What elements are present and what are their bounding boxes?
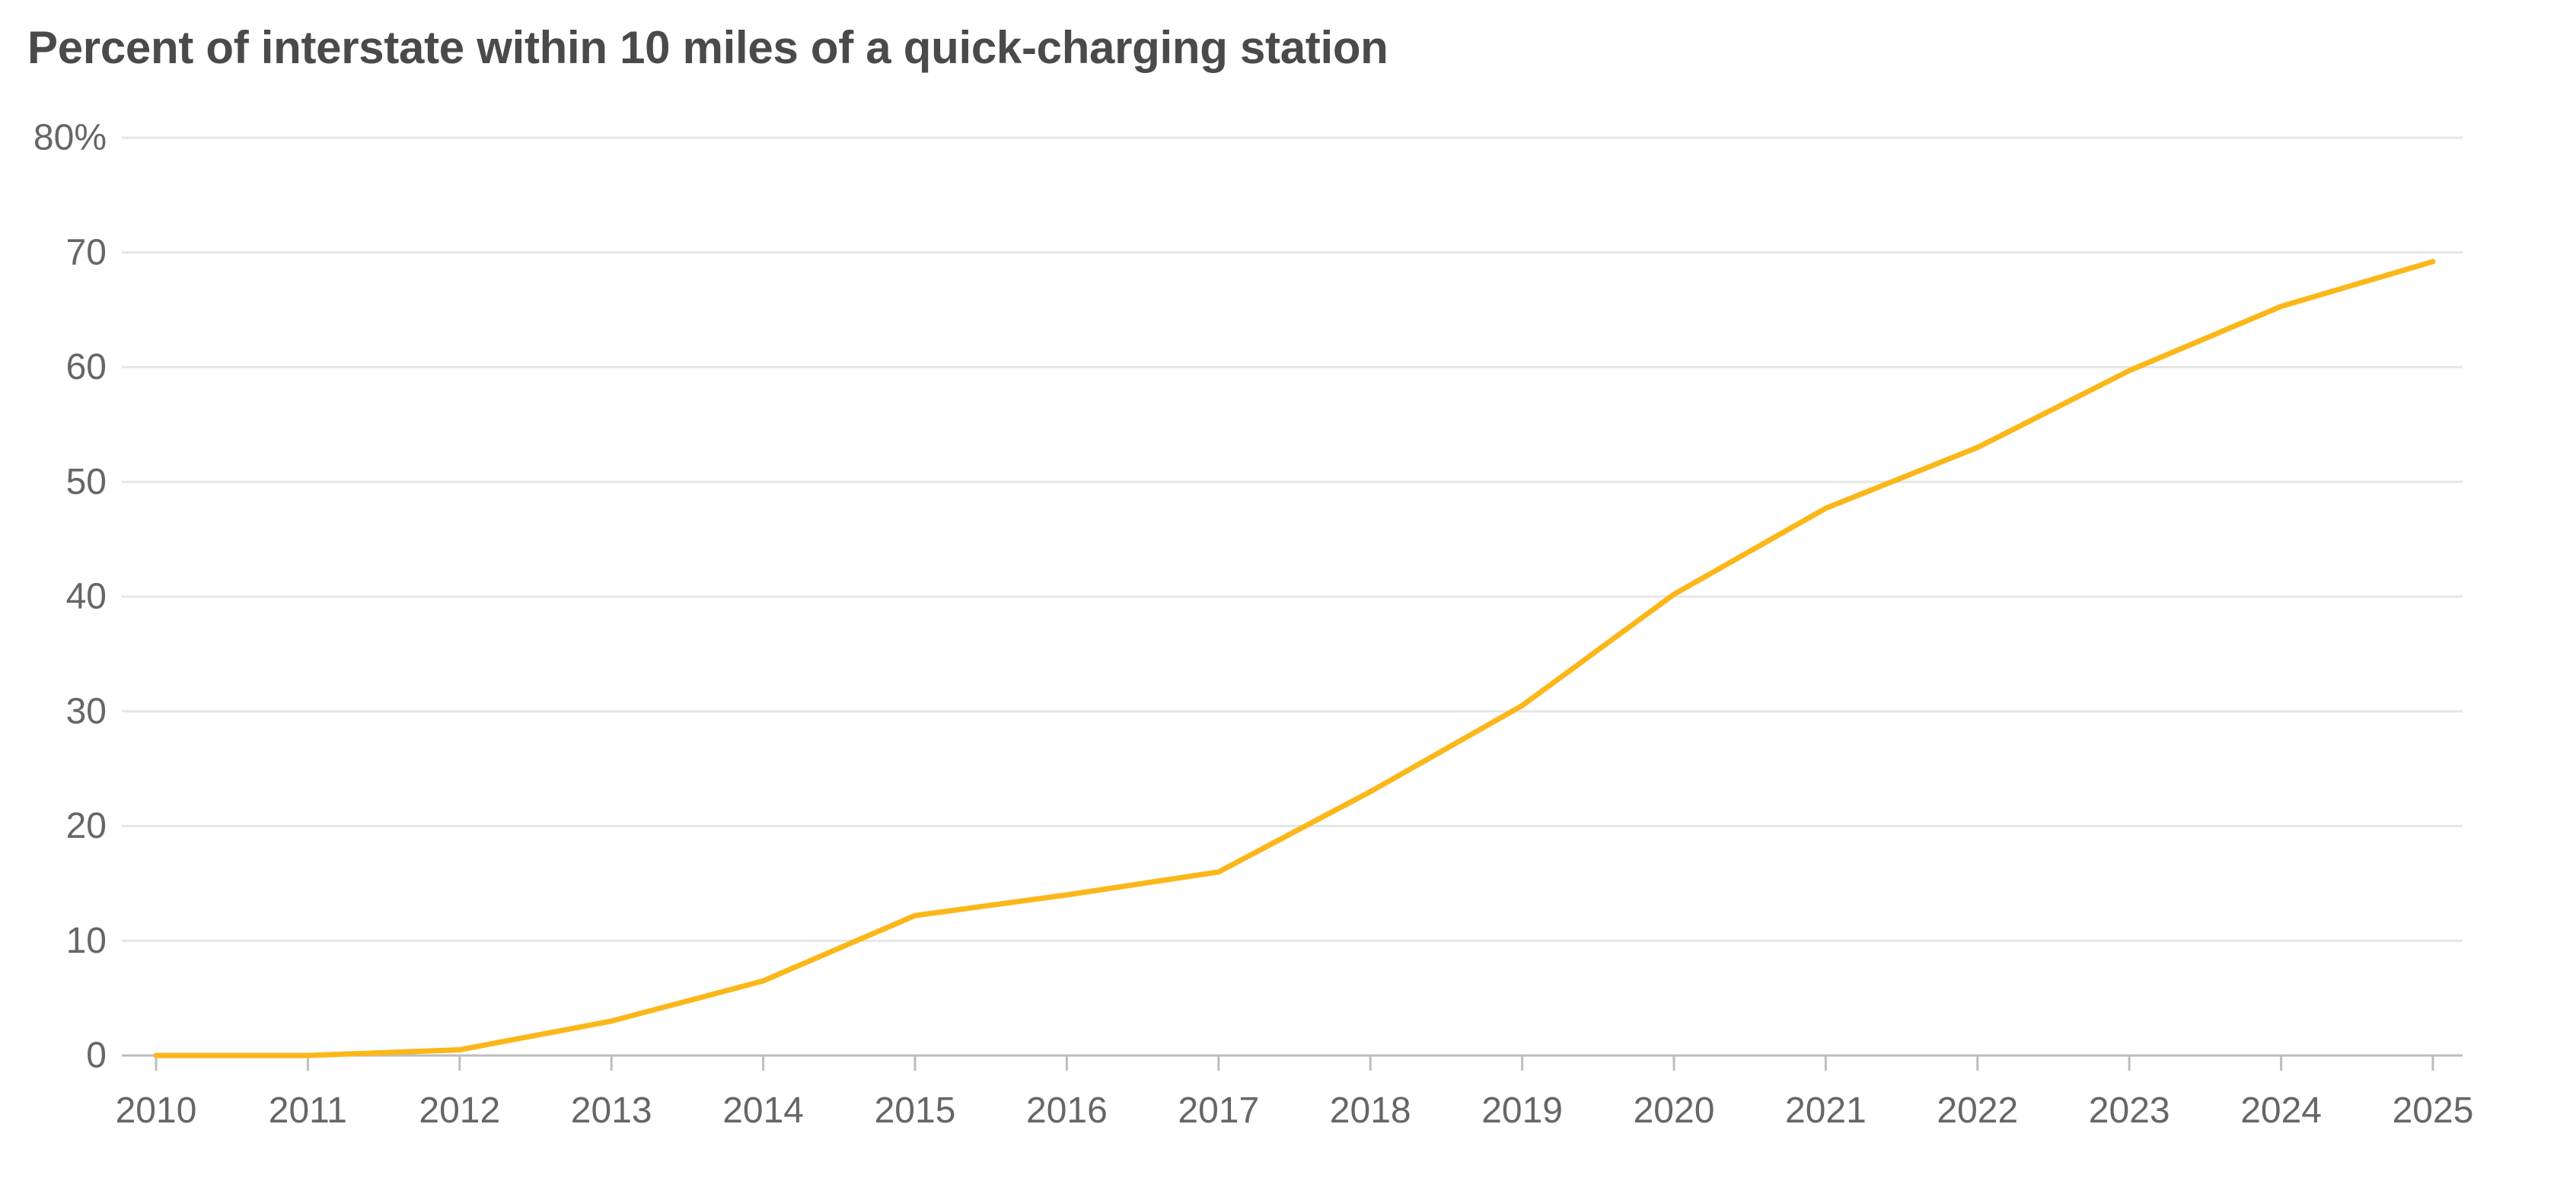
y-tick-label: 10 — [66, 921, 107, 961]
x-tick-label: 2017 — [1178, 1090, 1259, 1131]
x-axis: 2010 2011 2012 2013 2014 2015 2016 2017 2018 2019… — [116, 1054, 2474, 1131]
series-line-0 — [153, 259, 2436, 1059]
x-tick-label: 2011 — [269, 1090, 347, 1131]
y-tick-label: 0 — [86, 1036, 107, 1076]
y-tick-label: 20 — [66, 806, 107, 846]
x-tick-label: 2012 — [419, 1090, 500, 1131]
x-tick-label: 2010 — [116, 1090, 197, 1131]
x-tick-label: 2025 — [2393, 1090, 2474, 1131]
x-tick-label: 2014 — [722, 1090, 804, 1131]
y-axis-labels: 0 10 20 30 40 50 60 70 80% — [33, 118, 107, 1076]
x-tick-label: 2020 — [1634, 1090, 1715, 1131]
x-tick-label: 2018 — [1330, 1090, 1411, 1131]
x-tick-label: 2024 — [2240, 1090, 2322, 1131]
y-tick-label: 70 — [66, 232, 107, 272]
x-tick-label: 2019 — [1481, 1090, 1563, 1131]
x-tick-label: 2023 — [2089, 1090, 2170, 1131]
x-tick-label: 2016 — [1026, 1090, 1108, 1131]
y-tick-label: 40 — [66, 577, 107, 617]
y-tick-label: 60 — [66, 347, 107, 387]
series-lines — [153, 259, 2436, 1059]
x-tick-label: 2022 — [1937, 1090, 2018, 1131]
y-tick-label: 30 — [66, 691, 107, 731]
x-tick-label: 2021 — [1785, 1090, 1867, 1131]
gridlines — [122, 136, 2463, 942]
x-tick-label: 2015 — [875, 1090, 956, 1131]
chart-title: Percent of interstate within 10 miles of… — [27, 22, 1388, 73]
y-tick-label: 50 — [66, 462, 107, 502]
x-tick-label: 2013 — [571, 1090, 652, 1131]
y-tick-label: 80% — [33, 118, 107, 158]
